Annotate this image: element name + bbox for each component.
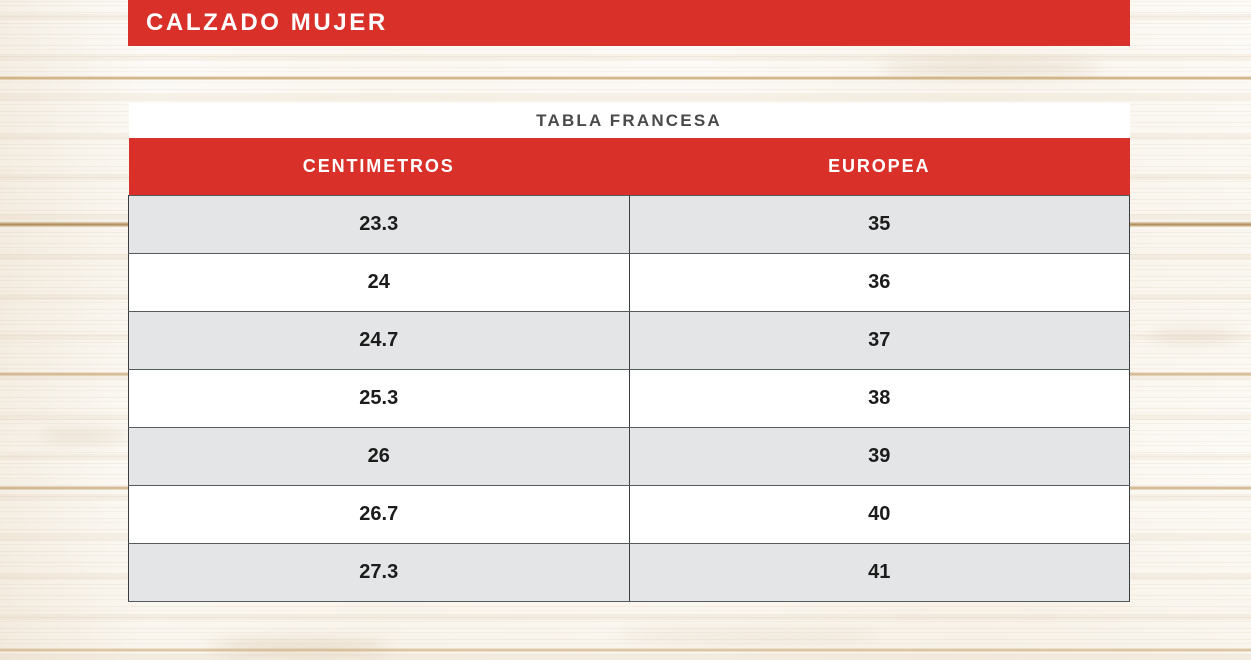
cell-centimetros: 23.3	[128, 195, 630, 254]
cell-centimetros: 27.3	[128, 543, 630, 602]
table-row: 23.3 35	[128, 195, 1130, 254]
cell-europea: 37	[628, 311, 1130, 370]
cell-centimetros: 24.7	[128, 311, 630, 370]
table-body: 23.3 35 24 36 24.7 37 25.3 38 26 39 26.7…	[128, 195, 1130, 602]
table-row: 24 36	[128, 253, 1130, 312]
plank-seam-line	[0, 648, 1251, 652]
table-row: 26 39	[128, 427, 1130, 486]
table-subtitle-row: TABLA FRANCESA	[128, 103, 1130, 138]
cell-europea: 40	[628, 485, 1130, 544]
cell-europea: 39	[628, 427, 1130, 486]
table-row: 27.3 41	[128, 543, 1130, 602]
cell-centimetros: 24	[128, 253, 630, 312]
table-subtitle-head: TABLA FRANCESA	[128, 103, 1130, 138]
cell-europea: 38	[628, 369, 1130, 428]
cell-centimetros: 25.3	[128, 369, 630, 428]
cell-centimetros: 26	[128, 427, 630, 486]
wood-scuff-mark	[1150, 330, 1240, 342]
table-row: 26.7 40	[128, 485, 1130, 544]
size-conversion-table: TABLA FRANCESA CENTIMETROS EUROPEA 23.3 …	[128, 103, 1130, 602]
wood-scuff-mark	[210, 640, 390, 654]
cell-centimetros: 26.7	[128, 485, 630, 544]
wood-scuff-mark	[880, 60, 1100, 76]
column-header-europea: EUROPEA	[629, 138, 1130, 196]
table-header-row: CENTIMETROS EUROPEA	[128, 138, 1130, 196]
table-column-header: CENTIMETROS EUROPEA	[128, 138, 1130, 196]
wood-scuff-mark	[620, 630, 880, 642]
table-row: 25.3 38	[128, 369, 1130, 428]
table-row: 24.7 37	[128, 311, 1130, 370]
table-subtitle: TABLA FRANCESA	[128, 103, 1130, 138]
plank-seam-line	[0, 76, 1251, 80]
wood-scuff-mark	[40, 430, 130, 442]
column-header-centimetros: CENTIMETROS	[128, 138, 629, 196]
cell-europea: 41	[628, 543, 1130, 602]
cell-europea: 35	[628, 195, 1130, 254]
cell-europea: 36	[628, 253, 1130, 312]
page-title: CALZADO MUJER	[146, 9, 388, 36]
title-banner: CALZADO MUJER	[128, 0, 1130, 46]
